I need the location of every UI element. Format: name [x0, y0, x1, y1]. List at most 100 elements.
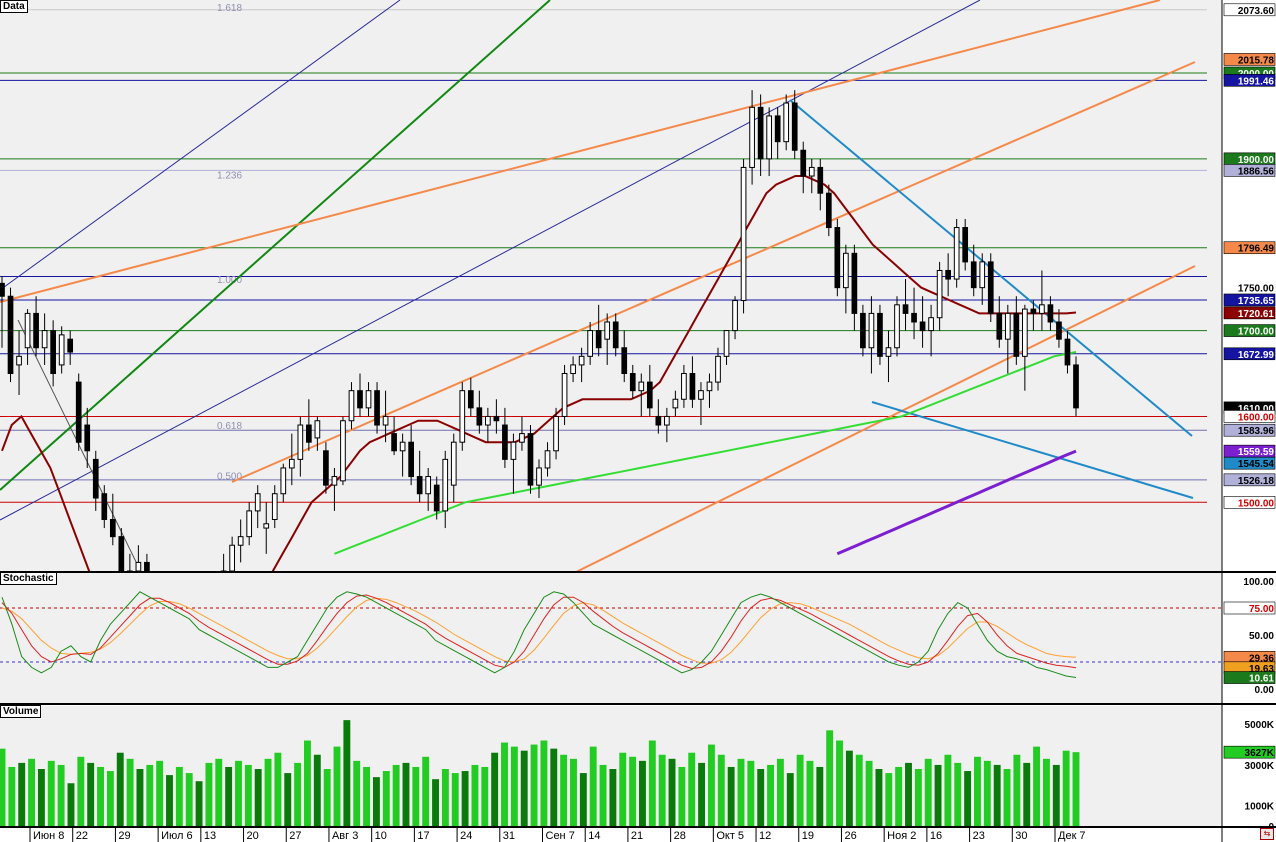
candle — [357, 373, 363, 417]
candle-body — [323, 450, 329, 486]
candle-body — [391, 433, 397, 452]
price-axis-label: 1526.18 — [1223, 473, 1276, 487]
candle-body — [502, 424, 508, 460]
candle — [638, 373, 645, 417]
candle — [408, 425, 414, 486]
volume-bar — [225, 766, 233, 826]
candle — [348, 382, 355, 430]
candle-body — [825, 192, 832, 229]
volume-panel-title: Volume — [0, 705, 42, 718]
ma-mid-line — [334, 351, 1077, 555]
candle — [1039, 270, 1045, 331]
panel-bg — [0, 573, 1222, 703]
candle — [936, 261, 943, 331]
candle — [843, 244, 849, 314]
candle — [544, 442, 551, 477]
candle-body — [791, 102, 798, 151]
candle-body — [1039, 304, 1045, 314]
candle-body — [92, 458, 99, 499]
scroll-arrow-icon[interactable]: ⇆ — [1260, 828, 1274, 840]
candle — [254, 485, 261, 529]
candle-body — [979, 261, 986, 289]
candle-body — [263, 523, 270, 529]
trend-line — [0, 0, 551, 491]
candle — [945, 253, 951, 297]
candle-body — [587, 330, 593, 357]
volume-bar — [550, 748, 558, 826]
candle — [144, 553, 150, 571]
candle — [442, 450, 449, 529]
candle — [33, 296, 39, 357]
price-axis-label: 1720.61 — [1223, 306, 1276, 320]
candle-body — [75, 381, 82, 443]
x-axis-label: 19 — [802, 830, 814, 842]
volume-bar — [944, 754, 952, 826]
candle-body — [595, 330, 602, 349]
candle — [118, 528, 125, 571]
candle-body — [33, 312, 39, 349]
axis-label-text: 3000K — [1245, 761, 1275, 772]
candle-body — [306, 424, 312, 443]
volume-bar — [97, 766, 104, 826]
volume-bar — [786, 773, 794, 826]
x-axis-label: 10 — [375, 830, 387, 842]
volume-bar — [570, 758, 577, 826]
price-axis-label: 2073.60 — [1223, 3, 1276, 17]
volume-bar — [983, 760, 991, 826]
price-axis-label: 1583.96 — [1223, 423, 1276, 437]
candle — [919, 296, 926, 348]
candle — [459, 382, 466, 451]
volume-bar — [964, 771, 972, 826]
axis-label-text: 2015.78 — [1238, 55, 1275, 66]
volume-bar — [254, 769, 262, 826]
candle-body — [331, 476, 338, 486]
volume-bar — [264, 758, 272, 826]
candle-body — [578, 355, 585, 366]
candle-body — [485, 415, 491, 426]
candle-body — [996, 312, 1003, 340]
volume-bar — [382, 771, 390, 826]
axis-label-bg — [1223, 306, 1276, 320]
x-axis-label: 16 — [930, 830, 942, 842]
volume-bar — [855, 754, 863, 826]
x-axis-label: 27 — [289, 830, 301, 842]
volume-bar — [175, 766, 183, 826]
candle — [698, 382, 704, 426]
candle — [561, 364, 568, 426]
candle-body — [808, 166, 815, 177]
volume-bar — [0, 748, 6, 826]
axis-label-text: 1796.49 — [1238, 244, 1275, 255]
volume-bar — [698, 762, 706, 826]
candle-body — [357, 390, 363, 409]
axis-label-text: 1559.59 — [1238, 447, 1275, 458]
volume-bar — [8, 766, 16, 826]
candle — [84, 407, 91, 468]
volume-axis-label: 0 — [1268, 822, 1274, 833]
candle-body — [800, 149, 807, 177]
candle — [902, 279, 909, 331]
volume-bar — [885, 773, 893, 826]
axis-label-text: 1900.00 — [1238, 155, 1275, 166]
volume-bar — [530, 744, 538, 826]
candle — [220, 553, 227, 571]
x-axis-label: 12 — [759, 830, 771, 842]
x-axis-label: Авг 3 — [332, 830, 358, 842]
volume-bar — [993, 764, 1001, 826]
candle-body — [1030, 308, 1037, 314]
candle — [877, 304, 883, 365]
candle-body — [1056, 321, 1062, 340]
x-axis-label: 21 — [631, 830, 643, 842]
x-axis-label: Июн 8 — [33, 830, 64, 842]
volume-bar — [87, 762, 95, 826]
x-axis-label: 29 — [118, 830, 130, 842]
axis-label-text: 1545.54 — [1238, 459, 1275, 470]
stoch-k-line — [1, 591, 1077, 678]
axis-label-bg — [1223, 347, 1276, 361]
price-axis-label: 1700.00 — [1223, 324, 1276, 338]
trend-line — [0, 0, 1161, 303]
volume-axis-label: 3000K — [1245, 761, 1275, 772]
candle-body — [902, 304, 909, 314]
candle-body — [672, 398, 679, 409]
candle — [382, 390, 389, 443]
